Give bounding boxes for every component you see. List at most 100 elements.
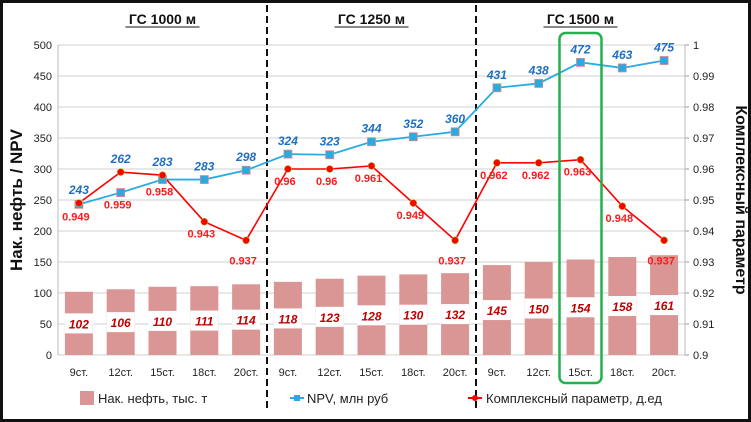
x-tick-label: 18ст. (192, 367, 217, 379)
y-tick-label: 0 (46, 350, 52, 362)
complex-param-data-label: 0.959 (104, 200, 132, 212)
npv-marker (325, 150, 335, 160)
complex-param-data-label: 0.958 (146, 187, 174, 199)
x-tick-label: 18ст. (401, 367, 426, 379)
y2-tick-label: 0.93 (693, 257, 714, 269)
complex-param-marker (534, 159, 543, 167)
legend-label: NPV, млн руб (307, 391, 388, 406)
legend-bar-swatch (80, 391, 94, 405)
bar-label-box (190, 310, 219, 331)
npv-data-label: 463 (611, 48, 632, 62)
bar-label-box (399, 304, 428, 325)
complex-param-marker (200, 217, 209, 226)
complex-param-marker (284, 165, 292, 173)
npv-data-label: 344 (361, 122, 381, 136)
complex-param-data-label: 0.937 (229, 255, 257, 267)
complex-param-data-label: 0.949 (62, 211, 90, 223)
y-tick-label: 350 (34, 133, 52, 145)
bar-label-box (524, 298, 553, 319)
complex-param-marker (660, 236, 668, 245)
bar-data-label: 106 (111, 316, 131, 330)
bar-data-label: 114 (237, 314, 256, 328)
bar-data-label: 132 (445, 308, 465, 322)
npv-data-label: 360 (445, 112, 465, 126)
npv-marker (659, 56, 669, 65)
npv-data-label: 431 (486, 68, 507, 82)
complex-param-data-label: 0.963 (564, 167, 592, 179)
legend-label: Нак. нефть, тыс. т (98, 391, 207, 406)
complex-param-data-label: 0.96 (316, 176, 337, 188)
complex-param-marker (367, 162, 376, 170)
npv-data-label: 438 (528, 63, 549, 77)
bar-data-label: 145 (487, 304, 507, 318)
npv-data-label: 283 (151, 155, 172, 169)
y2-tick-label: 1 (693, 40, 699, 52)
group-title: ГС 1500 м (547, 11, 614, 27)
bar-label-box (148, 310, 177, 331)
y2-axis-title: Комплексный параметр (732, 105, 749, 295)
y2-tick-label: 0.95 (693, 195, 714, 207)
npv-marker (534, 79, 544, 88)
y2-tick-label: 0.91 (693, 319, 714, 331)
bar-data-label: 128 (361, 309, 381, 323)
npv-data-label: 352 (403, 117, 423, 131)
bar-label-box (482, 300, 511, 321)
npv-marker (408, 132, 418, 142)
bar-data-label: 154 (570, 301, 590, 315)
bar-label-box (357, 305, 386, 326)
npv-marker (450, 127, 460, 137)
bar-data-label: 123 (320, 311, 340, 325)
bar-label-box (106, 312, 135, 333)
y-tick-label: 150 (34, 257, 52, 269)
npv-data-label: 243 (68, 183, 89, 197)
bar-label-box (566, 297, 595, 318)
y2-tick-label: 0.98 (693, 102, 714, 114)
complex-param-data-label: 0.937 (647, 255, 675, 267)
y2-tick-label: 0.94 (693, 226, 714, 238)
npv-data-label: 283 (193, 160, 214, 174)
complex-param-marker (325, 165, 334, 173)
x-tick-label: 20ст. (234, 367, 259, 379)
y-tick-label: 200 (34, 226, 52, 238)
npv-marker (576, 57, 585, 67)
group-title: ГС 1000 м (129, 11, 196, 27)
npv-marker (199, 175, 209, 184)
bar-data-label: 118 (278, 312, 297, 326)
bar-label-box (315, 306, 344, 327)
x-tick-label: 12ст. (108, 367, 133, 379)
y2-tick-label: 0.9 (693, 350, 708, 362)
y-tick-label: 100 (34, 288, 52, 300)
npv-marker (367, 137, 376, 147)
bar-data-label: 110 (153, 315, 172, 329)
complex-param-marker (451, 236, 459, 245)
npv-marker (492, 83, 502, 93)
npv-marker (116, 188, 126, 197)
complex-param-marker (242, 236, 250, 245)
npv-data-label: 298 (235, 150, 256, 164)
x-tick-label: 12ст. (526, 367, 551, 379)
bar-label-box (650, 295, 679, 316)
npv-marker (241, 165, 251, 175)
complex-param-marker (75, 199, 83, 207)
y2-tick-label: 0.99 (693, 71, 714, 83)
complex-param-marker (158, 171, 167, 179)
bar-data-label: 158 (612, 300, 632, 314)
bar-data-label: 161 (654, 299, 674, 313)
complex-param-marker (409, 199, 418, 207)
complex-param-data-label: 0.943 (188, 229, 216, 241)
y-tick-label: 400 (34, 102, 52, 114)
npv-marker (617, 63, 627, 73)
bar-data-label: 111 (195, 315, 214, 329)
complex-param-data-label: 0.961 (355, 173, 383, 185)
y-tick-label: 50 (40, 319, 52, 331)
highlight-box (558, 31, 603, 385)
y2-tick-label: 0.97 (693, 133, 714, 145)
x-tick-label: 9ст. (279, 367, 298, 379)
x-tick-label: 15ст. (568, 367, 593, 379)
bar-data-label: 150 (529, 303, 549, 317)
x-tick-label: 12ст. (317, 367, 342, 379)
complex-param-data-label: 0.962 (480, 170, 508, 182)
npv-data-label: 324 (278, 134, 298, 148)
npv-data-label: 262 (110, 152, 131, 166)
complex-param-marker (576, 155, 585, 164)
